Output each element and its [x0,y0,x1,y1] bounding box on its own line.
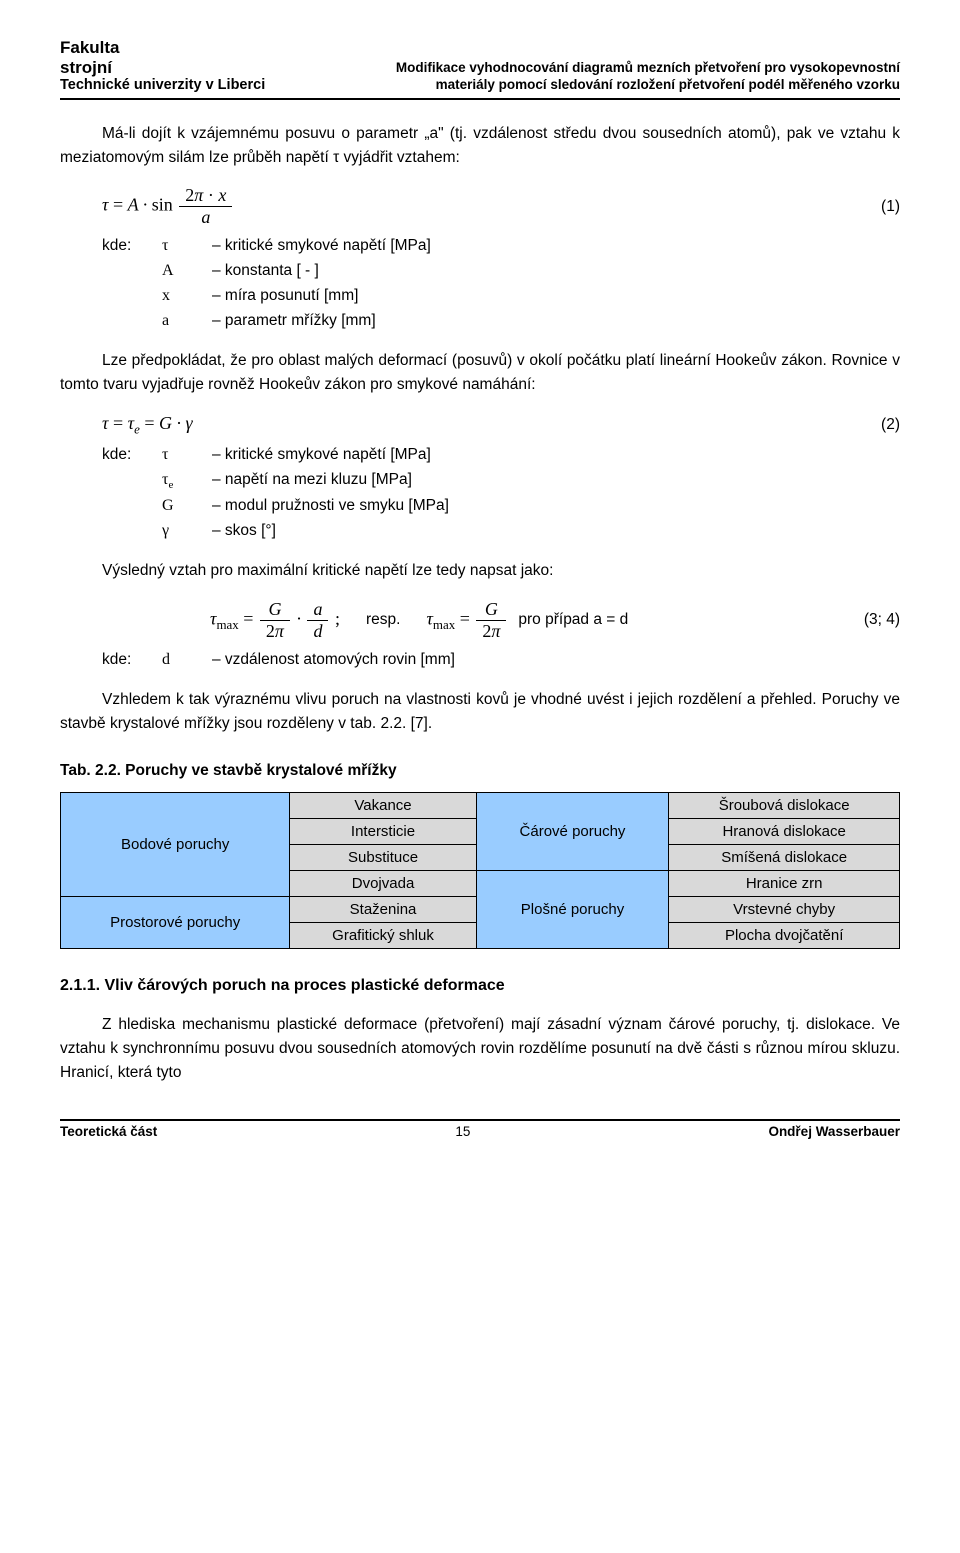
equation-1: τ = A · sin 2π · xa [102,185,234,228]
page-footer: Teoretická část 15 Ondřej Wasserbauer [60,1119,900,1139]
equation-3b: τmax = G2π [426,599,508,642]
cell-substituce: Substituce [290,845,476,871]
footer-left: Teoretická část [60,1124,157,1139]
desc-tau: – kritické smykové napětí [MPa] [212,234,900,259]
paragraph-4: Vzhledem k tak výraznému vlivu poruch na… [60,688,900,736]
cell-plocha: Plocha dvojčatění [669,923,900,949]
cell-hranicezrn: Hranice zrn [669,871,900,897]
paragraph-5: Z hlediska mechanismu plastické deformac… [60,1013,900,1085]
paragraph-1: Má-li dojít k vzájemnému posuvu o parame… [60,122,900,170]
where-label: kde: [102,234,162,259]
cell-dvojvada: Dvojvada [290,871,476,897]
cell-vrstevne: Vrstevné chyby [669,897,900,923]
equation-2: τ = τe = G · γ [102,413,193,438]
cell-plosne: Plošné poruchy [476,871,669,949]
sym-a: a [162,309,212,334]
sym2-gamma: γ [162,519,212,544]
sym-tau: τ [162,234,212,259]
desc-x: – míra posunutí [mm] [212,284,900,309]
desc3-d: – vzdálenost atomových rovin [mm] [212,648,900,673]
desc2-gamma: – skos [°] [212,519,900,544]
equation-3a: τmax = G2π · ad ; [210,599,340,642]
sym2-G: G [162,494,212,519]
equation-3-number: (3; 4) [864,611,900,629]
equation-3-resp: resp. [366,611,400,629]
equation-2-number: (2) [881,416,900,434]
desc-A: – konstanta [ - ] [212,259,900,284]
footer-page: 15 [455,1124,470,1139]
page-header: Fakulta strojní Technické univerzity v L… [60,38,900,100]
where-block-3: kde:d– vzdálenost atomových rovin [mm] [102,648,900,673]
cell-stazenina: Staženina [290,897,476,923]
header-left: Fakulta strojní Technické univerzity v L… [60,38,265,94]
cell-carove: Čárové poruchy [476,793,669,871]
where-label-3: kde: [102,648,162,673]
doc-title-line1: Modifikace vyhodnocování diagramů mezníc… [396,60,900,77]
equation-3-row: τmax = G2π · ad ; resp. τmax = G2π pro p… [210,599,900,642]
cell-vakance: Vakance [290,793,476,819]
equation-1-row: τ = A · sin 2π · xa (1) [102,185,900,228]
cell-grafiticky: Grafitický shluk [290,923,476,949]
sym-x: x [162,284,212,309]
table-caption: Tab. 2.2. Poruchy ve stavbě krystalové m… [60,762,900,780]
sym2-tau: τ [162,443,212,468]
cell-sroubova: Šroubová dislokace [669,793,900,819]
faculty-line3: Technické univerzity v Liberci [60,77,265,94]
sym3-d: d [162,648,212,673]
lattice-defects-table: Bodové poruchy Vakance Čárové poruchy Šr… [60,792,900,949]
where-block-2: kde:τ– kritické smykové napětí [MPa] τe–… [102,443,900,544]
cell-hranova: Hranová dislokace [669,819,900,845]
desc-a: – parametr mřížky [mm] [212,309,900,334]
header-right: Modifikace vyhodnocování diagramů mezníc… [396,60,900,94]
desc2-taue: – napětí na mezi kluzu [MPa] [212,468,900,494]
equation-3-tail: pro případ a = d [518,611,628,629]
equation-2-row: τ = τe = G · γ (2) [102,413,900,438]
faculty-line2: strojní [60,58,265,78]
paragraph-3: Výsledný vztah pro maximální kritické na… [60,559,900,583]
where-label-2: kde: [102,443,162,468]
equation-1-number: (1) [881,198,900,216]
section-heading: 2.1.1. Vliv čárových poruch na proces pl… [60,977,900,995]
desc2-tau: – kritické smykové napětí [MPa] [212,443,900,468]
footer-right: Ondřej Wasserbauer [768,1124,900,1139]
desc2-G: – modul pružnosti ve smyku [MPa] [212,494,900,519]
sym2-taue: τe [162,468,212,494]
cell-intersticie: Intersticie [290,819,476,845]
cell-smisena: Smíšená dislokace [669,845,900,871]
doc-title-line2: materiály pomocí sledování rozložení pře… [396,77,900,94]
paragraph-2: Lze předpokládat, že pro oblast malých d… [60,349,900,397]
faculty-line1: Fakulta [60,38,265,58]
cell-prostorove: Prostorové poruchy [61,897,290,949]
cell-bodove: Bodové poruchy [61,793,290,897]
where-block-1: kde:τ– kritické smykové napětí [MPa] A– … [102,234,900,333]
sym-A: A [162,259,212,284]
